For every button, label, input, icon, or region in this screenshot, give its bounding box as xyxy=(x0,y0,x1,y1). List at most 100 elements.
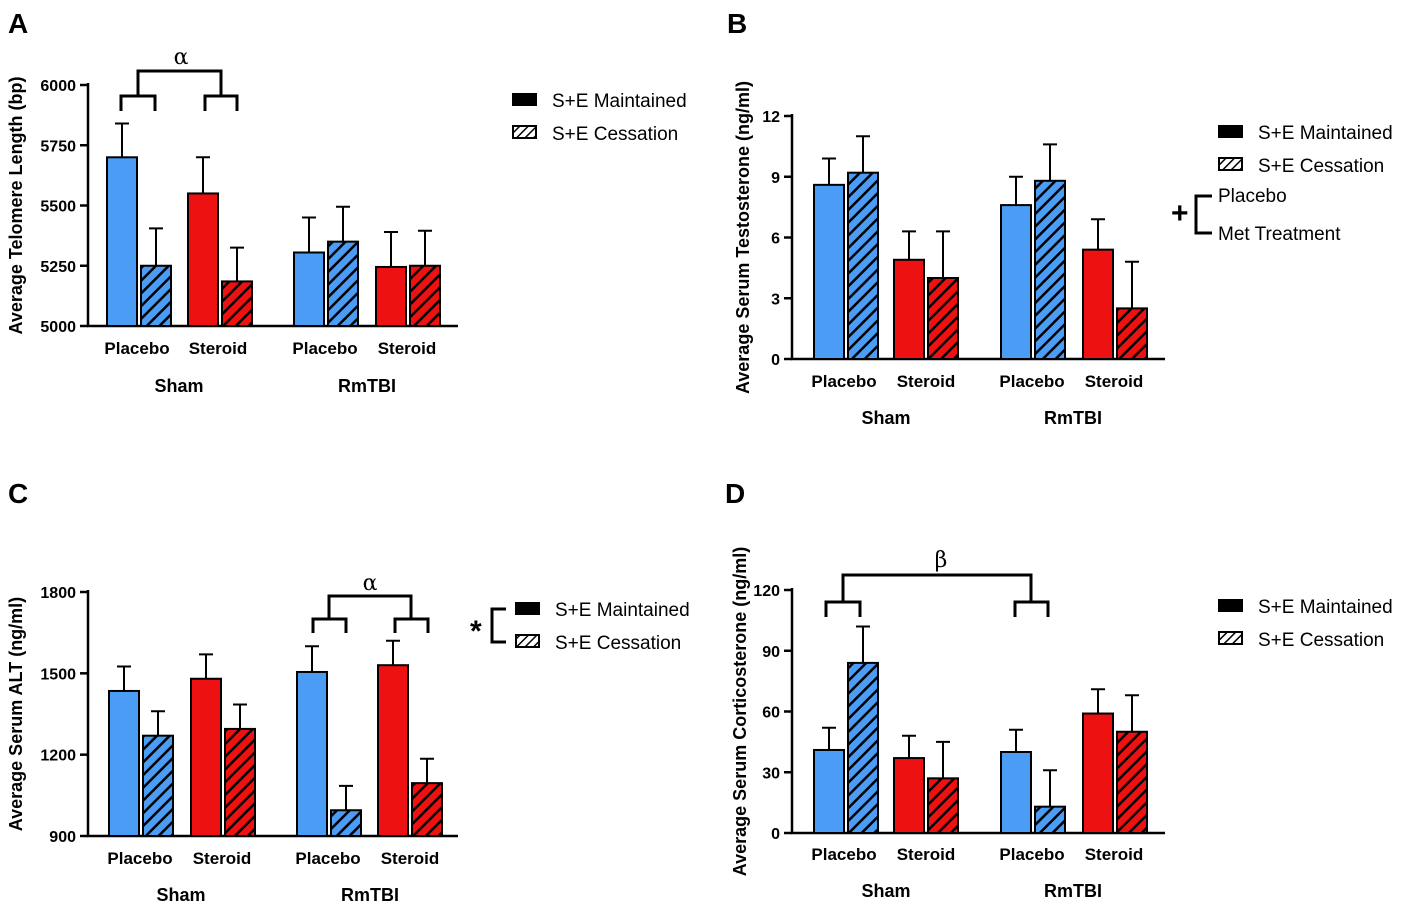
x-category-label: Steroid xyxy=(1085,845,1144,864)
bar-cessation-3 xyxy=(1116,307,1148,360)
error-bar xyxy=(149,227,163,266)
panel-letter: A xyxy=(8,8,28,39)
y-tick-label: 120 xyxy=(753,583,780,600)
x-category-label: Placebo xyxy=(107,849,172,868)
error-bar xyxy=(1043,769,1057,807)
error-bar xyxy=(302,216,316,253)
legend-label-cessation: S+E Cessation xyxy=(552,124,678,145)
legend-swatch-maintained xyxy=(512,93,537,106)
bar-maintained-2 xyxy=(1000,751,1032,834)
bar-maintained-3 xyxy=(1082,712,1114,835)
x-group-label: RmTBI xyxy=(1044,881,1102,901)
y-tick-label: 6 xyxy=(771,231,780,248)
legend-bracket xyxy=(490,607,506,644)
error-bar xyxy=(1091,218,1105,250)
y-axis-label: Average Serum Corticosterone (ng/ml) xyxy=(730,547,750,876)
legend-label-maintained: S+E Maintained xyxy=(552,91,687,112)
error-bar xyxy=(386,639,400,666)
y-tick-label: 30 xyxy=(762,765,780,782)
x-group-label: RmTBI xyxy=(1044,408,1102,428)
x-category-label: Steroid xyxy=(378,339,437,358)
bar-maintained-1 xyxy=(190,677,222,837)
error-bar xyxy=(420,757,434,784)
x-group-label: RmTBI xyxy=(341,885,399,905)
y-axis-label: Average Serum ALT (ng/ml) xyxy=(6,597,26,831)
panel-b: B Average Serum Testosterone (ng/ml) 0 3 6 9 1… xyxy=(727,8,1165,428)
x-category-label: Steroid xyxy=(381,849,440,868)
error-bar xyxy=(115,122,129,158)
legend-swatch-cessation xyxy=(1218,631,1243,645)
bar-cessation-1 xyxy=(927,777,959,835)
bar-maintained-2 xyxy=(293,251,325,327)
bar-cessation-1 xyxy=(221,280,253,328)
bar-cessation-3 xyxy=(1116,730,1148,834)
bar-cessation-2 xyxy=(1034,805,1066,834)
y-tick-label: 5000 xyxy=(40,319,76,336)
y-tick-label: 0 xyxy=(771,826,780,843)
bar-cessation-0 xyxy=(847,171,879,360)
error-bar xyxy=(856,625,870,663)
x-category-label: Steroid xyxy=(193,849,252,868)
y-axis-label: Average Telomere Length (bp) xyxy=(6,76,26,334)
legend-label-met-treatment: Met Treatment xyxy=(1218,224,1341,245)
legend-label-maintained: S+E Maintained xyxy=(555,600,690,621)
y-tick-label: 5500 xyxy=(40,199,76,216)
y-tick-label: 5250 xyxy=(40,259,76,276)
panel-letter: B xyxy=(727,8,747,39)
bar-cessation-3 xyxy=(409,264,441,327)
error-bar xyxy=(902,734,916,759)
bar-cessation-0 xyxy=(847,661,879,835)
bar-cessation-0 xyxy=(140,264,172,327)
significance-symbol: α xyxy=(363,571,378,596)
error-bar xyxy=(1125,260,1139,309)
error-bar xyxy=(1091,688,1105,714)
y-axis-label: Average Serum Testosterone (ng/ml) xyxy=(733,81,753,394)
bar-maintained-0 xyxy=(813,183,845,360)
bar-maintained-0 xyxy=(106,156,138,327)
x-category-label: Placebo xyxy=(292,339,357,358)
bar-maintained-2 xyxy=(1000,204,1032,360)
legend-label-cessation: S+E Cessation xyxy=(1258,630,1384,651)
bar-maintained-1 xyxy=(893,757,925,835)
error-bar xyxy=(822,726,836,750)
error-bar xyxy=(230,246,244,282)
y-tick-label: 3 xyxy=(771,291,780,308)
error-bar xyxy=(1009,728,1023,752)
y-tick-label: 5750 xyxy=(40,138,76,155)
significance-asterisk: * xyxy=(470,615,482,648)
bar-cessation-0 xyxy=(142,734,174,838)
error-bar xyxy=(199,653,213,679)
error-bar xyxy=(117,665,131,691)
bar-cessation-3 xyxy=(411,782,443,838)
x-group-label: RmTBI xyxy=(338,376,396,396)
legend-label-maintained: S+E Maintained xyxy=(1258,597,1393,618)
error-bar xyxy=(339,784,353,811)
x-category-label: Steroid xyxy=(897,372,956,391)
legend-b-treatment: + Placebo Met Treatment xyxy=(1171,186,1341,245)
x-category-label: Placebo xyxy=(999,845,1064,864)
x-category-label: Placebo xyxy=(295,849,360,868)
x-category-label: Steroid xyxy=(897,845,956,864)
legend-bracket xyxy=(1194,194,1212,235)
legend-swatch-maintained xyxy=(1218,599,1243,612)
error-bar xyxy=(151,710,165,736)
x-group-label: Sham xyxy=(156,885,205,905)
x-category-label: Steroid xyxy=(1085,372,1144,391)
error-bar xyxy=(902,230,916,260)
x-category-label: Steroid xyxy=(189,339,248,358)
legend-label-placebo: Placebo xyxy=(1218,186,1287,207)
x-group-label: Sham xyxy=(154,376,203,396)
error-bar xyxy=(856,135,870,173)
legend-swatch-cessation xyxy=(512,125,537,139)
error-bar xyxy=(822,157,836,185)
legend-b: S+E Maintained S+E Cessation xyxy=(1218,123,1393,177)
significance-symbol: α xyxy=(174,45,189,70)
y-tick-label: 6000 xyxy=(40,78,76,95)
y-tick-label: 900 xyxy=(49,829,76,846)
panel-a: A Average Telomere Length (bp) 5000 5250 550… xyxy=(6,8,458,396)
y-tick-label: 90 xyxy=(762,644,780,661)
legend-label-cessation: S+E Cessation xyxy=(1258,156,1384,177)
error-bar xyxy=(336,205,350,242)
bar-maintained-2 xyxy=(296,670,328,837)
bar-cessation-2 xyxy=(330,809,362,838)
